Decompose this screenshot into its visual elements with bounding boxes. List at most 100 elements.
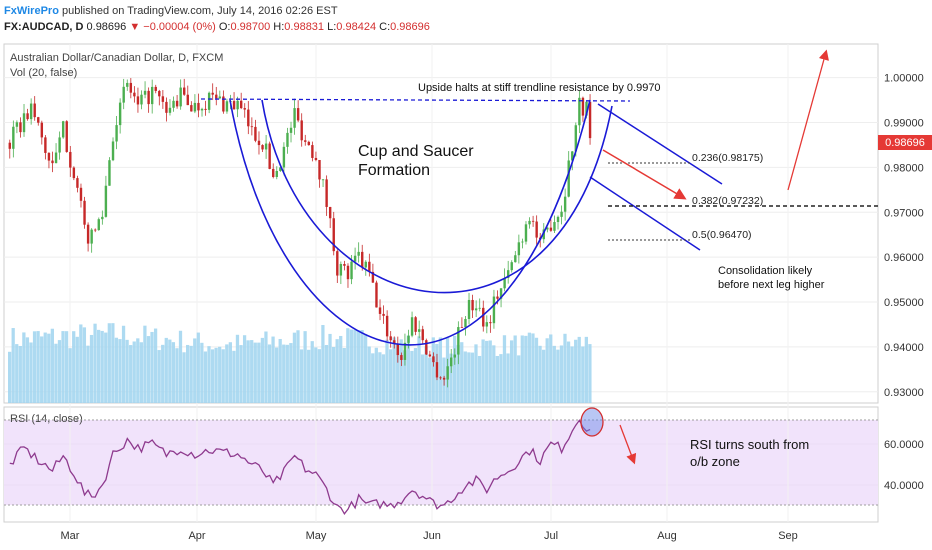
upper-channel-line — [597, 103, 723, 185]
fib-382-label: 0.382(0.97232) — [692, 195, 763, 207]
volume-bar — [278, 338, 282, 403]
volume-bar — [228, 342, 232, 403]
open-label: O: — [218, 21, 231, 33]
last-price-tag: 0.98696 — [878, 135, 932, 150]
candle — [357, 242, 360, 263]
candle — [286, 127, 289, 154]
volume-bar — [456, 344, 460, 403]
volume-bar — [43, 332, 47, 403]
volume-bar — [485, 340, 489, 403]
candle — [556, 215, 560, 230]
candle — [482, 300, 485, 332]
volume-bar — [424, 346, 428, 403]
candle — [492, 289, 496, 329]
volume-bar — [153, 328, 158, 403]
volume-bar — [182, 352, 186, 403]
candle — [90, 228, 93, 253]
candle — [400, 352, 403, 367]
volume-bar — [584, 336, 588, 403]
price-tick-label: 0.94000 — [884, 342, 924, 354]
volume-bar — [517, 355, 521, 403]
rsi-axis[interactable]: 60.0000 40.0000 — [884, 439, 924, 492]
candle — [425, 338, 428, 355]
time-tick-label: Jun — [423, 530, 441, 542]
candle — [382, 305, 385, 324]
volume-bar — [15, 344, 19, 403]
volume-bar — [420, 354, 425, 403]
candle — [154, 84, 157, 94]
volume-bar — [474, 344, 478, 403]
publisher-line: FxWirePro published on TradingView.com, … — [4, 5, 338, 17]
candle — [126, 79, 129, 91]
candle — [247, 101, 250, 135]
volume-bar — [381, 354, 386, 403]
volume-bar — [253, 342, 257, 403]
candle — [236, 96, 239, 118]
candle — [193, 94, 197, 114]
candle — [514, 250, 517, 263]
time-axis[interactable]: Mar Apr May Jun Jul Aug Sep — [61, 530, 798, 542]
price-axis[interactable]: 1.00000 0.99000 0.98000 0.97000 0.96000 0.950… — [884, 73, 924, 399]
candle — [168, 99, 172, 116]
candle — [129, 78, 133, 99]
candle — [161, 90, 165, 109]
volume-bar — [335, 339, 339, 403]
candle — [257, 131, 261, 155]
volume-bar — [239, 345, 243, 403]
time-tick-label: Sep — [778, 530, 798, 542]
rsi-down-arrow — [619, 424, 637, 465]
volume-bar — [499, 354, 503, 403]
candle — [239, 92, 243, 110]
candle — [506, 260, 510, 284]
volume-bar — [72, 331, 76, 403]
volume-bar — [470, 352, 475, 403]
candle — [336, 249, 339, 284]
rsi-annotation-line2: o/b zone — [690, 454, 740, 469]
volume-bar — [175, 348, 179, 403]
volume-legend: Vol (20, false) — [10, 67, 77, 79]
volume-bar — [488, 340, 492, 403]
candle — [460, 317, 464, 328]
price-tick-label: 0.93000 — [884, 387, 924, 399]
candle — [37, 116, 40, 126]
volume-bar — [374, 347, 378, 403]
candle — [15, 120, 19, 134]
brand-link[interactable]: FxWirePro — [4, 5, 59, 17]
last-price: 0.98696 — [86, 21, 127, 33]
consolidation-line2: before next leg higher — [718, 279, 825, 291]
volume-bar — [285, 344, 289, 403]
volume-bar — [93, 323, 97, 403]
volume-bar — [524, 335, 528, 403]
candle — [364, 260, 367, 276]
candle — [44, 135, 47, 160]
price-tick-label: 0.95000 — [884, 297, 924, 309]
candle — [446, 358, 449, 388]
candle — [453, 348, 456, 365]
volume-bar — [371, 353, 375, 403]
volume-bar — [150, 331, 154, 403]
volume-bar — [353, 329, 357, 403]
pattern-title-line2: Formation — [358, 162, 430, 179]
candle — [332, 211, 335, 256]
candle — [339, 261, 343, 285]
volume-bar — [282, 344, 286, 403]
volume-bar — [168, 339, 172, 403]
down-arrow — [602, 149, 687, 200]
candle — [503, 268, 506, 292]
volume-bar — [392, 337, 396, 403]
volume-bar — [267, 344, 272, 403]
candle — [328, 206, 332, 229]
volume-bar — [246, 340, 250, 403]
fib-500-label: 0.5(0.96470) — [692, 229, 752, 241]
rsi-tick-label: 60.0000 — [884, 439, 924, 451]
candle — [197, 93, 200, 118]
volume-bar — [364, 334, 368, 403]
candle — [118, 98, 122, 134]
volume-bar — [538, 345, 542, 403]
candle — [546, 227, 549, 233]
candle — [293, 98, 296, 135]
rsi-legend: RSI (14, close) — [10, 413, 83, 425]
candle — [72, 166, 76, 181]
high-label: H: — [273, 21, 285, 33]
